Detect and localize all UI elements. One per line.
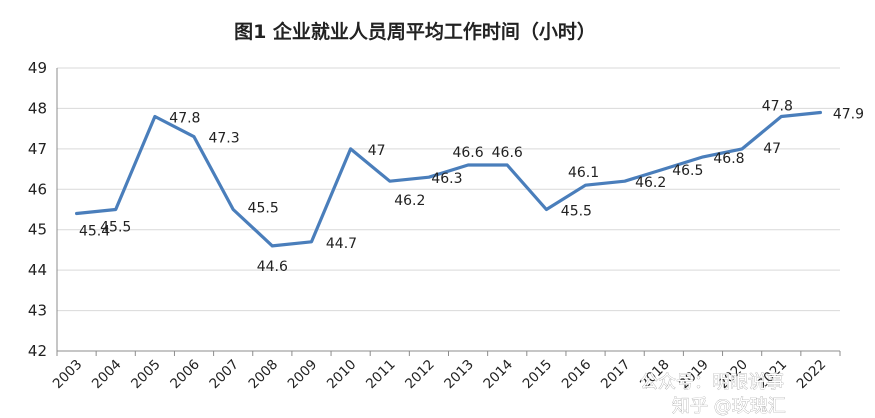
grid-lines [57, 67, 840, 312]
data-label: 47.9 [833, 106, 864, 122]
data-label: 45.5 [100, 220, 131, 236]
x-tick-label: 2017 [598, 357, 634, 393]
watermark: 公众号：明眼说事 知乎 @玫瑰汇 [640, 372, 786, 418]
y-tick-label: 43 [28, 302, 47, 320]
data-label: 44.6 [257, 259, 288, 275]
y-tick-label: 47 [28, 140, 47, 158]
data-label: 44.7 [326, 236, 357, 252]
x-tick-label: 2006 [167, 357, 203, 393]
x-tick-label: 2016 [559, 357, 595, 393]
x-tick-label: 2005 [128, 357, 164, 393]
data-label: 47.8 [762, 99, 793, 115]
data-labels: 45.445.547.847.345.544.644.74746.246.346… [79, 99, 864, 275]
data-label: 46.2 [394, 193, 425, 209]
data-label: 46.2 [635, 175, 666, 191]
data-label: 45.5 [561, 204, 592, 220]
y-tick-label: 44 [28, 261, 47, 279]
y-tick-label: 42 [28, 342, 47, 360]
data-label: 46.1 [568, 165, 599, 181]
y-tick-label: 48 [28, 99, 47, 117]
data-label: 46.3 [431, 171, 462, 187]
data-label: 47 [763, 141, 781, 157]
y-tick-label: 49 [28, 59, 47, 77]
watermark-line-2: 知乎 @玫瑰汇 [672, 396, 786, 417]
x-tick-label: 2008 [246, 357, 282, 393]
data-label: 46.5 [672, 163, 703, 179]
data-label: 45.5 [248, 201, 279, 217]
y-tick-label: 45 [28, 221, 47, 239]
x-tick-label: 2007 [206, 357, 242, 393]
x-tick-label: 2011 [363, 357, 399, 393]
series-line-layer [74, 110, 823, 248]
data-label: 47.3 [208, 131, 239, 147]
x-tick-label: 2010 [324, 357, 360, 393]
x-tick-label: 2003 [50, 357, 86, 393]
x-tick-label: 2012 [402, 357, 438, 393]
x-tick-label: 2004 [89, 357, 125, 393]
data-label: 45.4 [79, 224, 110, 240]
x-tick-label: 2022 [794, 357, 830, 393]
watermark-line-1: 公众号：明眼说事 [640, 372, 784, 393]
y-tick-labels: 42 43 44 45 46 47 48 49 [28, 59, 47, 360]
y-tick-label: 46 [28, 180, 47, 198]
x-tick-label: 2015 [520, 357, 556, 393]
x-tick-label: 2013 [441, 357, 477, 393]
x-tick-label: 2009 [285, 357, 321, 393]
series-line [74, 110, 823, 248]
data-label: 46.6 [492, 145, 523, 161]
data-label: 47.8 [169, 111, 200, 127]
data-label: 46.6 [452, 145, 483, 161]
axes [56, 68, 841, 356]
chart-title: 图1 企业就业人员周平均工作时间（小时） [234, 20, 596, 43]
data-label: 47 [368, 143, 386, 159]
x-tick-label: 2014 [480, 357, 516, 393]
data-label: 46.8 [713, 151, 744, 167]
